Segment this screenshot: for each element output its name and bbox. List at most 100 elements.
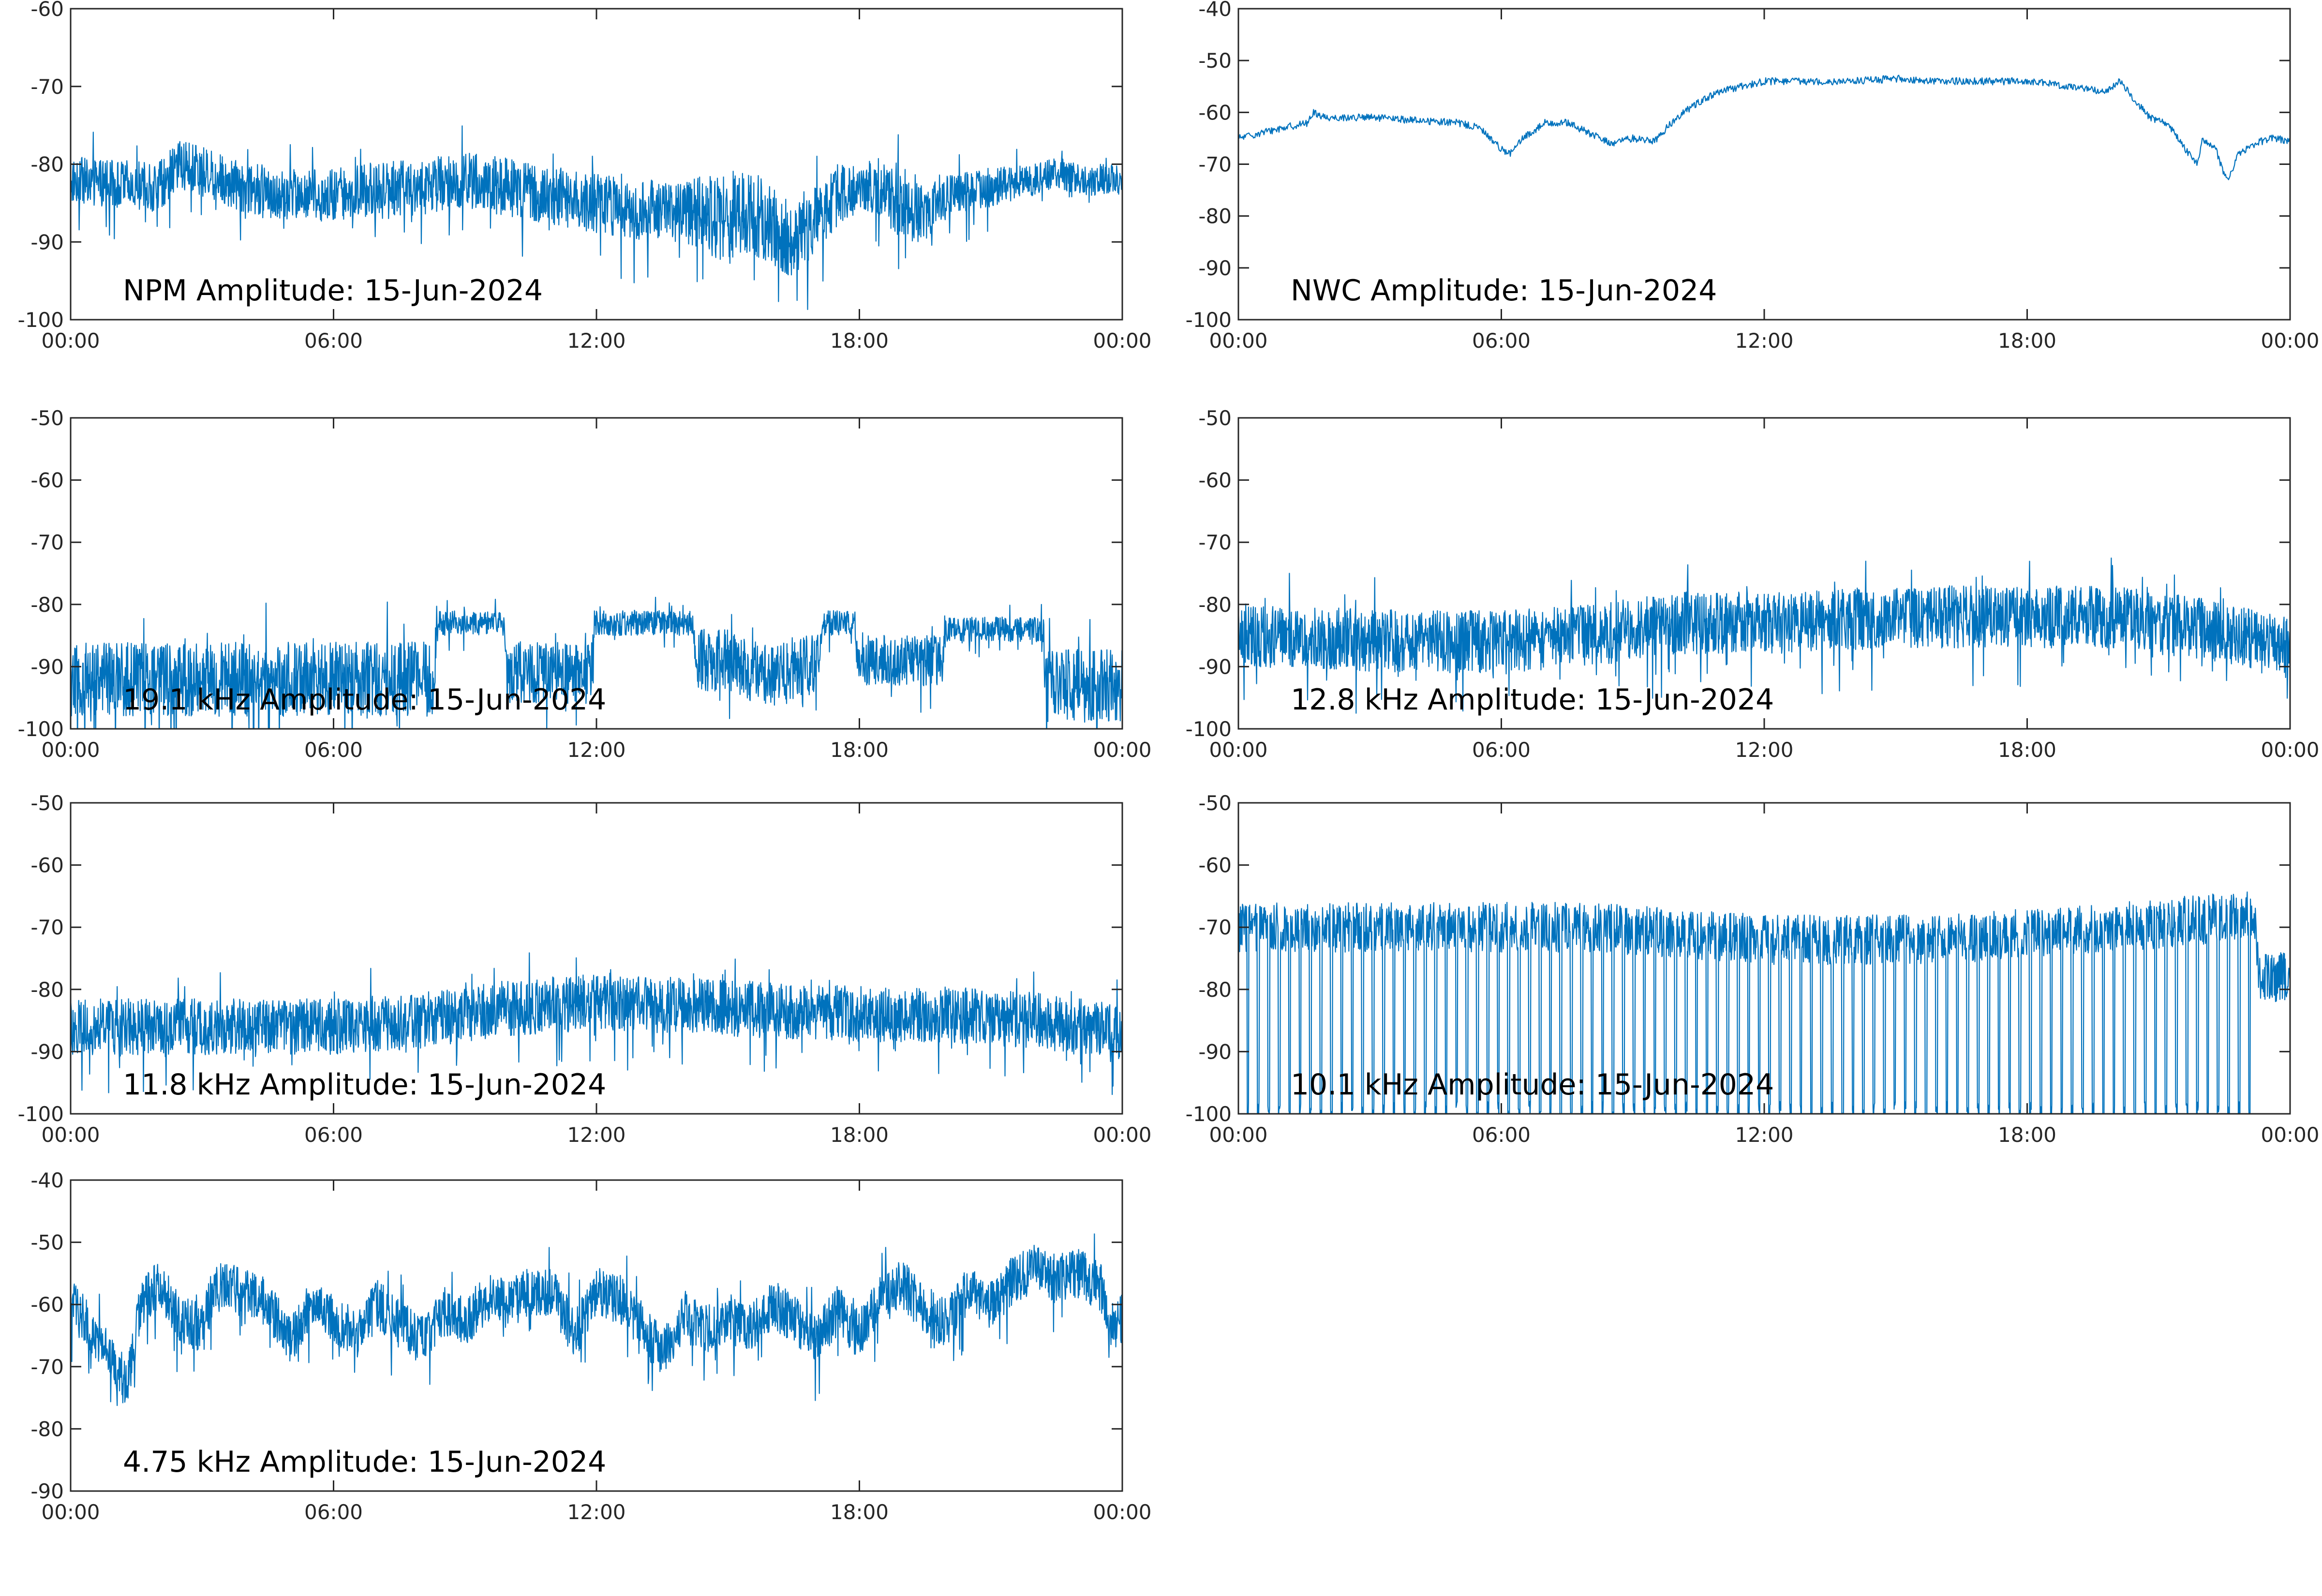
panel-7: -90 -80 -70 -60 -50 -40 00:00 06:00 12:00 18:00 00… bbox=[30, 1168, 1151, 1524]
panel-1: -100 -90 -80 -70 -60 00:00 06:00 12:00 18:00 00:0… bbox=[18, 0, 1152, 353]
x-tick-label: 18:00 bbox=[830, 329, 889, 353]
y-tick-label: -70 bbox=[1198, 153, 1232, 177]
y-tick-label: -90 bbox=[30, 230, 64, 254]
y-tick-label: -80 bbox=[1198, 978, 1232, 1002]
y-tick-label: -80 bbox=[30, 1417, 64, 1441]
x-tick-label: 18:00 bbox=[1998, 1123, 2056, 1147]
x-tick-label: 06:00 bbox=[304, 1123, 363, 1147]
y-tick-label: -60 bbox=[30, 0, 64, 21]
y-tick-label: -50 bbox=[1198, 791, 1232, 815]
x-tick-label: 12:00 bbox=[1735, 738, 1793, 762]
x-tick-label: 00:00 bbox=[1093, 329, 1151, 353]
panel-title: 4.75 kHz Amplitude: 15-Jun-2024 bbox=[123, 1445, 606, 1479]
x-tick-label: 00:00 bbox=[1093, 1123, 1151, 1147]
panel-3: -100 -90 -80 -70 -60 -50 00:00 06:00 12:00 18:00 0… bbox=[18, 406, 1152, 762]
y-tick-label: -50 bbox=[30, 406, 64, 430]
panel-title: 10.1 kHz Amplitude: 15-Jun-2024 bbox=[1291, 1068, 1774, 1102]
amplitude-trace-1 bbox=[71, 125, 1122, 310]
panel-2: -100 -90 -80 -70 -60 -50 -40 00:00 06:00 12:00 18:… bbox=[1186, 0, 2320, 353]
y-tick-label: -90 bbox=[1198, 655, 1232, 679]
y-tick-label: -100 bbox=[18, 308, 64, 332]
panel-title: 11.8 kHz Amplitude: 15-Jun-2024 bbox=[123, 1068, 606, 1102]
y-tick-label: -70 bbox=[1198, 531, 1232, 554]
y-tick-label: -60 bbox=[30, 469, 64, 492]
x-tick-label: 00:00 bbox=[2261, 329, 2319, 353]
panel-4: -100 -90 -80 -70 -60 -50 00:00 06:00 12:00 18:00 0… bbox=[1186, 406, 2320, 762]
y-tick-label: -100 bbox=[1186, 308, 1232, 332]
x-tick-label: 00:00 bbox=[1209, 1123, 1267, 1147]
y-tick-label: -50 bbox=[30, 791, 64, 815]
y-tick-label: -90 bbox=[30, 655, 64, 679]
x-tick-label: 00:00 bbox=[1209, 738, 1267, 762]
y-tick-label: -70 bbox=[30, 1355, 64, 1379]
y-tick-label: -80 bbox=[1198, 593, 1232, 617]
axes-frame bbox=[1237, 417, 2291, 730]
x-tick-label: 00:00 bbox=[1093, 1500, 1151, 1524]
x-tick-label: 18:00 bbox=[830, 738, 889, 762]
x-tick-label: 00:00 bbox=[41, 1123, 100, 1147]
y-tick-label: -40 bbox=[1198, 0, 1232, 21]
x-tick-label: 00:00 bbox=[1093, 738, 1151, 762]
y-tick-label: -100 bbox=[1186, 717, 1232, 741]
panel-title: 12.8 kHz Amplitude: 15-Jun-2024 bbox=[1291, 683, 1774, 717]
x-tick-label: 18:00 bbox=[1998, 738, 2056, 762]
y-tick-label: -100 bbox=[18, 717, 64, 741]
axes-frame bbox=[1237, 8, 2291, 321]
x-tick-label: 12:00 bbox=[567, 1123, 625, 1147]
y-tick-label: -90 bbox=[1198, 1040, 1232, 1064]
y-tick-label: -80 bbox=[30, 593, 64, 617]
x-tick-label: 12:00 bbox=[1735, 329, 1793, 353]
x-tick-label: 06:00 bbox=[1472, 329, 1531, 353]
x-tick-label: 12:00 bbox=[567, 738, 625, 762]
x-tick-label: 00:00 bbox=[41, 738, 100, 762]
x-tick-label: 06:00 bbox=[304, 1500, 363, 1524]
y-tick-label: -80 bbox=[30, 153, 64, 177]
x-tick-label: 00:00 bbox=[2261, 738, 2319, 762]
panel-title: NWC Amplitude: 15-Jun-2024 bbox=[1291, 274, 1717, 308]
x-tick-label: 12:00 bbox=[1735, 1123, 1793, 1147]
axes-frame bbox=[1237, 802, 2291, 1115]
axes-frame bbox=[70, 8, 1123, 321]
y-tick-label: -90 bbox=[1198, 256, 1232, 280]
x-tick-label: 18:00 bbox=[830, 1500, 889, 1524]
x-tick-label: 06:00 bbox=[1472, 1123, 1531, 1147]
x-tick-label: 12:00 bbox=[567, 1500, 625, 1524]
y-tick-label: -70 bbox=[1198, 916, 1232, 939]
y-tick-label: -50 bbox=[1198, 49, 1232, 73]
panel-title: NPM Amplitude: 15-Jun-2024 bbox=[123, 274, 543, 308]
y-tick-label: -60 bbox=[1198, 854, 1232, 877]
panel-5: -100 -90 -80 -70 -60 -50 00:00 06:00 12:00 18:00 0… bbox=[18, 791, 1152, 1147]
y-tick-label: -50 bbox=[1198, 406, 1232, 430]
y-tick-label: -40 bbox=[30, 1168, 64, 1192]
amplitude-trace-3 bbox=[71, 596, 1122, 729]
amplitude-trace-7 bbox=[71, 1233, 1122, 1406]
y-tick-label: -80 bbox=[1198, 205, 1232, 228]
y-tick-label: -60 bbox=[1198, 469, 1232, 492]
x-tick-label: 00:00 bbox=[41, 329, 100, 353]
x-tick-label: 00:00 bbox=[41, 1500, 100, 1524]
y-tick-label: -50 bbox=[30, 1231, 64, 1255]
y-tick-label: -100 bbox=[18, 1102, 64, 1126]
y-tick-label: -70 bbox=[30, 916, 64, 939]
axes-frame bbox=[70, 1179, 1123, 1492]
x-tick-label: 18:00 bbox=[830, 1123, 889, 1147]
amplitude-panels: -100 -90 -80 -70 -60 00:00 06:00 12:00 18:00 00:0… bbox=[18, 0, 2320, 1524]
amplitude-trace-5 bbox=[71, 952, 1122, 1095]
axes-frame bbox=[70, 802, 1123, 1115]
y-tick-label: -90 bbox=[30, 1040, 64, 1064]
y-tick-label: -60 bbox=[30, 1293, 64, 1316]
x-tick-label: 12:00 bbox=[567, 329, 625, 353]
amplitude-trace-4 bbox=[1238, 557, 2290, 714]
x-tick-label: 06:00 bbox=[304, 329, 363, 353]
y-tick-label: -60 bbox=[30, 854, 64, 877]
y-tick-label: -80 bbox=[30, 978, 64, 1002]
amplitude-trace-6 bbox=[1238, 891, 2290, 1114]
x-tick-label: 18:00 bbox=[1998, 329, 2056, 353]
y-tick-label: -100 bbox=[1186, 1102, 1232, 1126]
y-tick-label: -70 bbox=[30, 531, 64, 554]
y-tick-label: -60 bbox=[1198, 101, 1232, 124]
x-tick-label: 00:00 bbox=[1209, 329, 1267, 353]
panel-6: -100 -90 -80 -70 -60 -50 00:00 06:00 12:00 18:00 0… bbox=[1186, 791, 2320, 1147]
x-tick-label: 00:00 bbox=[2261, 1123, 2319, 1147]
